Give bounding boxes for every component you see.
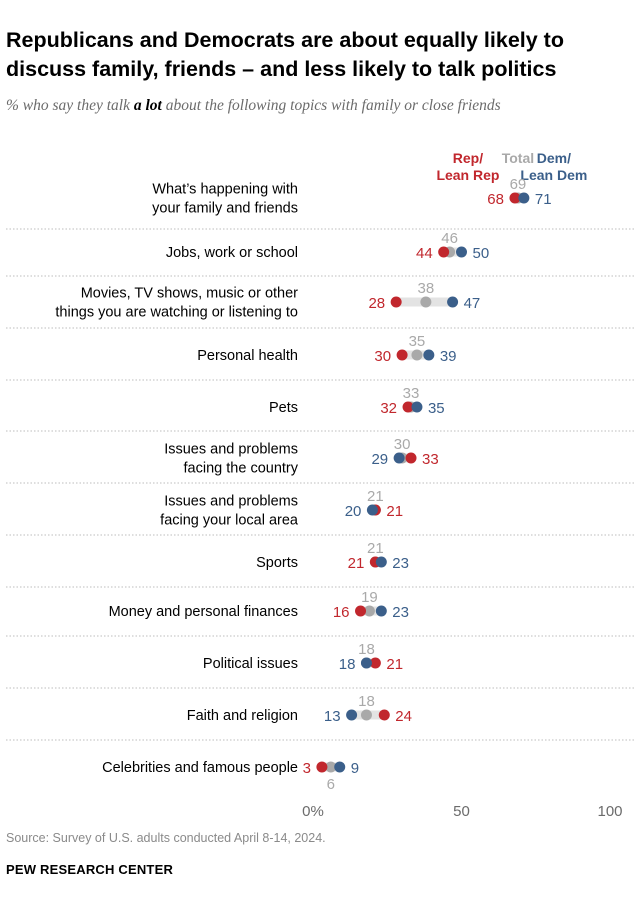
rep-dot xyxy=(355,605,367,617)
total-value-label: 19 xyxy=(361,589,378,606)
dem-value-label: 13 xyxy=(324,708,341,725)
dem-dot xyxy=(375,605,387,617)
total-value-label: 21 xyxy=(367,488,384,505)
total-dot xyxy=(363,605,375,617)
dem-dot xyxy=(518,192,530,204)
total-dot xyxy=(325,761,337,773)
total-value-label: 33 xyxy=(403,385,420,402)
category-label: things you are watching or listening to xyxy=(55,305,298,321)
legend-dem-label: Dem/ xyxy=(537,150,571,166)
rep-value-label: 16 xyxy=(333,604,350,621)
chart-title: Republicans and Democrats are about equa… xyxy=(6,28,564,81)
rep-value-label: 68 xyxy=(487,191,504,208)
category-label: Celebrities and famous people xyxy=(102,760,298,776)
legend-rep-label: Rep/ xyxy=(453,150,483,166)
category-label: facing the country xyxy=(184,461,299,477)
rep-value-label: 24 xyxy=(395,708,412,725)
rep-dot xyxy=(509,192,521,204)
category-label: Issues and problems xyxy=(164,442,298,458)
rep-value-label: 3 xyxy=(303,760,311,777)
total-value-label: 35 xyxy=(409,333,426,350)
dem-value-label: 18 xyxy=(339,656,356,673)
category-label: facing your local area xyxy=(160,513,299,529)
rep-dot xyxy=(316,761,328,773)
source-note: Source: Survey of U.S. adults conducted … xyxy=(6,831,326,845)
rep-value-label: 28 xyxy=(368,295,385,312)
rep-dot xyxy=(378,709,390,721)
rep-dot xyxy=(390,296,402,308)
dem-value-label: 29 xyxy=(371,451,388,468)
category-label: Political issues xyxy=(203,656,298,672)
category-label: Jobs, work or school xyxy=(166,245,298,261)
rep-value-label: 33 xyxy=(422,451,439,468)
total-value-label: 69 xyxy=(510,176,527,193)
rep-dot xyxy=(396,349,408,361)
total-dot xyxy=(411,349,423,361)
rep-value-label: 32 xyxy=(380,400,397,417)
dem-value-label: 47 xyxy=(464,295,481,312)
dem-value-label: 23 xyxy=(392,604,409,621)
rep-dot xyxy=(405,452,417,464)
x-tick-label: 50 xyxy=(453,803,470,820)
total-dot xyxy=(420,296,432,308)
category-label: Issues and problems xyxy=(164,494,298,510)
brand-logo-text: PEW RESEARCH CENTER xyxy=(6,862,174,877)
rep-value-label: 21 xyxy=(386,656,403,673)
total-value-label: 30 xyxy=(394,436,411,453)
dem-value-label: 39 xyxy=(440,348,457,365)
dem-dot xyxy=(375,556,387,568)
subtitle-emphasis: a lot xyxy=(133,97,162,114)
dem-dot xyxy=(456,246,467,258)
rep-dot xyxy=(402,401,414,413)
rep-dot xyxy=(369,657,381,669)
dem-dot xyxy=(346,709,358,721)
dem-dot xyxy=(447,296,459,308)
chart-subtitle: % who say they talk a lot about the foll… xyxy=(6,95,626,117)
dem-value-label: 9 xyxy=(351,760,359,777)
total-dot xyxy=(360,709,372,721)
dem-dot xyxy=(334,761,346,773)
category-label: Faith and religion xyxy=(187,708,298,724)
rep-value-label: 21 xyxy=(386,503,403,520)
category-label: Movies, TV shows, music or other xyxy=(81,286,298,302)
dem-dot xyxy=(360,657,372,669)
dem-dot xyxy=(411,401,423,413)
dem-value-label: 35 xyxy=(428,400,445,417)
dem-value-label: 23 xyxy=(392,555,409,572)
dem-value-label: 20 xyxy=(345,503,362,520)
category-label: Pets xyxy=(269,400,298,416)
total-value-label: 18 xyxy=(358,693,375,710)
subtitle-lead: % who say they talk xyxy=(6,97,134,114)
dem-value-label: 71 xyxy=(535,191,552,208)
total-value-label: 18 xyxy=(358,641,375,658)
rep-value-label: 44 xyxy=(416,245,433,262)
dem-dot xyxy=(366,504,378,516)
category-label: Sports xyxy=(256,555,298,571)
total-value-label: 38 xyxy=(418,280,435,297)
x-tick-label: 0% xyxy=(302,803,324,820)
legend-total-label: Total xyxy=(502,150,534,166)
rep-value-label: 21 xyxy=(348,555,365,572)
category-label: Money and personal finances xyxy=(109,604,298,620)
rep-dot xyxy=(438,246,450,258)
x-tick-label: 100 xyxy=(597,803,622,820)
category-label: What’s happening with xyxy=(152,182,298,198)
total-value-label: 46 xyxy=(441,230,458,247)
total-value-label: 21 xyxy=(367,540,384,557)
category-label: Personal health xyxy=(197,348,298,364)
legend-dem-label: Lean Dem xyxy=(520,167,587,183)
dem-value-label: 50 xyxy=(473,245,490,262)
dem-dot xyxy=(393,452,405,464)
dem-dot xyxy=(423,349,435,361)
legend-rep-label: Lean Rep xyxy=(436,167,499,183)
rep-value-label: 30 xyxy=(374,348,391,365)
category-label: your family and friends xyxy=(152,201,298,217)
subtitle-tail: about the following topics with family o… xyxy=(161,97,501,114)
total-value-label: 6 xyxy=(327,776,335,793)
